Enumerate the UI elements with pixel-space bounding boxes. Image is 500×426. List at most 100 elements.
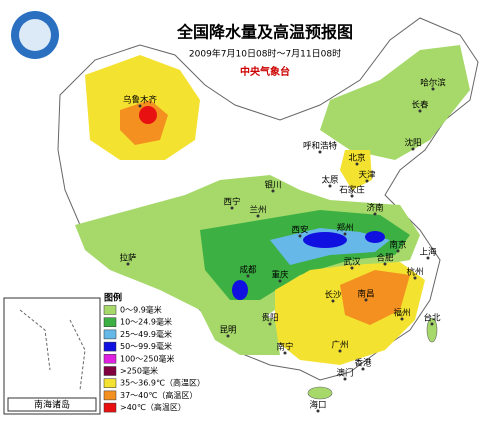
legend-label: 10～24.9毫米 <box>120 317 172 327</box>
legend-label: 37～40℃（高温区） <box>120 390 197 400</box>
city-label: 长沙 <box>324 290 342 301</box>
city-dot <box>350 194 354 198</box>
legend-swatch <box>103 341 117 352</box>
city-label: 天津 <box>358 170 376 181</box>
city-dot <box>430 322 434 326</box>
city-dot <box>298 234 302 238</box>
city-dot <box>316 409 320 413</box>
city-dot <box>268 322 272 326</box>
legend-label: 0～9.9毫米 <box>120 305 162 315</box>
title: 全国降水量及高温预报图 <box>176 23 353 42</box>
city-label: 西安 <box>291 225 308 236</box>
city-label: 乌鲁木齐 <box>123 95 158 106</box>
inset-border <box>19 309 86 391</box>
city-dot <box>318 150 322 154</box>
heat-zone <box>340 270 410 325</box>
rain-zone <box>303 232 347 248</box>
legend-label: 50～99.9毫米 <box>120 341 172 351</box>
city-dot <box>431 87 435 91</box>
logo <box>19 19 51 51</box>
city-dot <box>328 184 332 188</box>
city-label: 长春 <box>411 100 429 111</box>
city-label: 福州 <box>393 308 410 319</box>
city-label: 哈尔滨 <box>420 78 446 89</box>
city-dot <box>418 109 422 113</box>
city-dot <box>365 179 369 183</box>
city-dot <box>246 274 250 278</box>
city-dot <box>331 299 335 303</box>
legend-swatch <box>103 305 117 315</box>
city-label: 银川 <box>264 180 281 191</box>
rain-zone <box>320 45 470 160</box>
inset-label-box <box>7 397 97 412</box>
city-label: 合肥 <box>376 253 394 264</box>
city-label: 杭州 <box>406 267 423 278</box>
city-label: 贵阳 <box>261 313 278 324</box>
city-dot <box>350 266 354 270</box>
legend-swatch <box>103 390 117 401</box>
inset-label: 南海诸岛 <box>34 399 70 411</box>
city-label: 太原 <box>321 175 338 186</box>
city-label: 沈阳 <box>404 138 421 149</box>
city-label: 海口 <box>309 400 326 411</box>
city-dot <box>338 349 342 353</box>
heat-zone <box>139 106 157 124</box>
city-label: 郑州 <box>336 223 353 234</box>
legend-swatch <box>103 402 117 413</box>
city-dot <box>411 147 415 151</box>
city-dot <box>396 249 400 253</box>
legend-label: >250毫米 <box>120 366 158 376</box>
city-dot <box>400 317 404 321</box>
city-label: 台北 <box>423 313 441 324</box>
city-dot <box>271 189 275 193</box>
legend: 0～9.9毫米 10～24.9毫米 25～49.9毫米 50～99.9毫米 100～25… <box>103 305 205 413</box>
city-label: 澳门 <box>336 368 353 379</box>
subtitle: 2009年7月10日08时～7月11日08时 <box>189 48 341 60</box>
city-dot <box>426 256 430 260</box>
rain-zone <box>200 305 280 355</box>
city-dot <box>230 206 234 210</box>
legend-swatch <box>103 329 117 340</box>
city-label: 香港 <box>354 358 372 369</box>
city-label: 北京 <box>348 153 365 164</box>
city-label: 石家庄 <box>339 185 365 196</box>
city-dot <box>126 262 130 266</box>
city-label: 昆明 <box>219 326 236 336</box>
city-dot <box>343 232 347 236</box>
legend-label: >40℃（高温区） <box>120 402 186 412</box>
city-dot <box>343 377 347 381</box>
city-label: 武汉 <box>343 257 361 268</box>
inset-box <box>3 297 101 415</box>
rain-zone <box>365 231 385 243</box>
city-label: 广州 <box>331 340 348 351</box>
legend-swatch <box>103 366 117 376</box>
hainan <box>307 386 333 400</box>
city-dot <box>361 367 365 371</box>
agency: 中央气象台 <box>240 65 290 78</box>
city-label: 重庆 <box>271 270 289 281</box>
city-dot <box>226 334 230 338</box>
city-dot <box>413 276 417 280</box>
city-dot <box>278 279 282 283</box>
legend-title: 图例 <box>104 292 122 304</box>
heat-zone <box>340 150 372 190</box>
legend-label: 35～36.9℃（高温区） <box>120 378 205 388</box>
city-label: 济南 <box>366 203 383 214</box>
city-label: 南宁 <box>276 342 293 353</box>
city-label: 成都 <box>239 265 257 276</box>
legend-label: 25～49.9毫米 <box>120 329 172 339</box>
city-dot <box>364 298 368 302</box>
city-dot <box>138 104 142 108</box>
city-label: 南京 <box>389 240 406 251</box>
city-dot <box>256 214 260 218</box>
city-label: 兰州 <box>249 205 266 216</box>
city-dot <box>383 262 387 266</box>
city-label: 拉萨 <box>119 253 137 264</box>
rain-zone <box>232 280 248 300</box>
city-dot <box>283 351 287 355</box>
legend-swatch <box>103 378 117 388</box>
city-dot <box>373 212 377 216</box>
legend-swatch <box>103 354 117 364</box>
